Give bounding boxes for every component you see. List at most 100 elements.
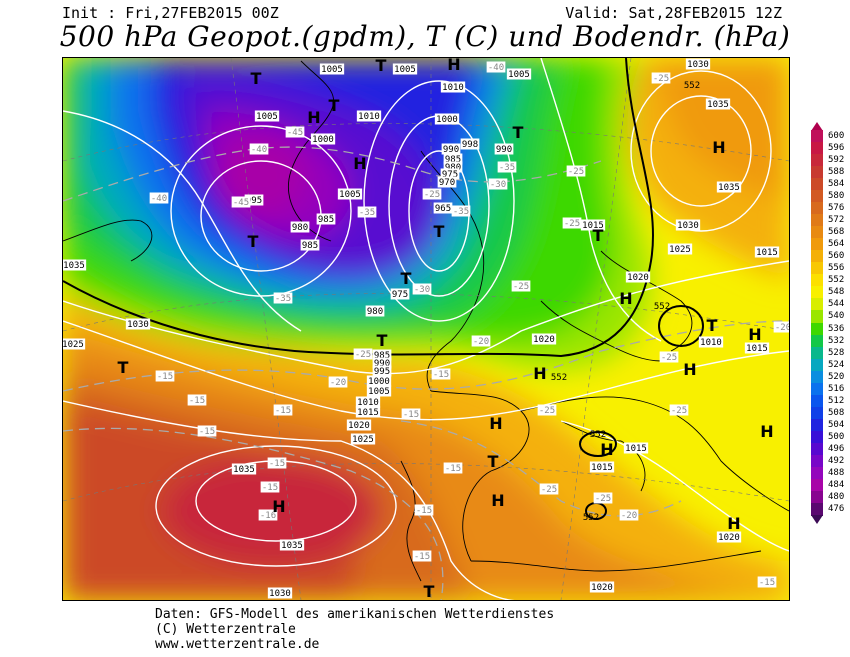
temperature-label: -15: [414, 552, 430, 562]
colorbar-segment: [811, 178, 823, 191]
temperature-label: -30: [414, 285, 430, 295]
temperature-label: -20: [775, 323, 789, 333]
pressure-label: 1015: [756, 248, 778, 258]
temperature-label: -20: [473, 337, 489, 347]
temperature-label-box: [328, 376, 348, 388]
pressure-label: 1020: [718, 533, 740, 543]
pressure-label: 1015: [625, 444, 647, 454]
pressure-label: 1030: [677, 221, 699, 231]
high-pressure-marker: H: [307, 108, 320, 127]
colorbar-segment: [811, 154, 823, 167]
temperature-label-box: [155, 370, 175, 382]
colorbar-segment: [811, 226, 823, 239]
pressure-label-box: [355, 396, 381, 408]
colorbar-label: 560: [828, 251, 845, 262]
colorbar-segment: [811, 454, 823, 468]
pressure-label-box: [440, 81, 466, 93]
pressure-label: 1005: [339, 190, 361, 200]
pressure-label: 990: [374, 359, 390, 369]
gpdm-label: 552: [654, 302, 670, 312]
pressure-label: 1005: [256, 112, 278, 122]
colorbar-label: 580: [828, 191, 845, 202]
pressure-label: 980: [445, 163, 461, 173]
temperature-label: -15: [416, 506, 432, 516]
temperature-label-box: [412, 283, 432, 295]
temperature-label: -15: [157, 372, 173, 382]
pressure-label: 995: [246, 196, 262, 206]
colorbar-label: 532: [828, 335, 845, 346]
temperature-label: -15: [403, 410, 419, 420]
temperature-label: -25: [568, 167, 584, 177]
high-pressure-marker: H: [600, 440, 613, 459]
temperature-label: -35: [275, 294, 291, 304]
high-pressure-marker: H: [447, 58, 460, 74]
pressure-label: 1035: [718, 183, 740, 193]
footer-source: Daten: GFS-Modell des amerikanischen Wet…: [155, 607, 555, 622]
pressure-label-box: [667, 243, 693, 255]
temperature-label: -40: [251, 145, 267, 155]
gpdm-label: 552: [583, 513, 599, 523]
pressure-label-box: [437, 176, 457, 188]
high-pressure-marker: H: [491, 491, 504, 510]
pressure-label-box: [125, 318, 151, 330]
pressure-label: 1010: [358, 112, 380, 122]
colorbar-label: 516: [828, 383, 845, 394]
temperature-label-box: [273, 404, 293, 416]
temperature-label: -25: [661, 353, 677, 363]
pressure-label: 1015: [582, 221, 604, 231]
temperature-label: -15: [275, 406, 291, 416]
temperature-label-box: [773, 321, 789, 333]
low-pressure-marker: T: [376, 58, 387, 75]
colorbar-segment: [811, 238, 823, 251]
pressure-label-box: [319, 63, 345, 75]
pressure-label-box: [372, 349, 392, 361]
pressure-label: 1020: [533, 335, 555, 345]
pressure-label: 980: [292, 223, 308, 233]
colorbar-label: 528: [828, 347, 845, 358]
pressure-label-box: [372, 365, 392, 377]
pressure-label: 1015: [746, 344, 768, 354]
gpdm-label: 552: [590, 430, 606, 440]
low-pressure-marker: T: [593, 226, 604, 245]
pressure-label-box: [244, 194, 264, 206]
isotherms: [63, 146, 789, 600]
temperature-label: -15: [189, 396, 205, 406]
pressure-label-box: [443, 153, 463, 165]
colorbar-label: 536: [828, 323, 845, 334]
colorbar-label: 488: [828, 467, 845, 478]
high-pressure-marker: H: [489, 414, 502, 433]
pressure-label-box: [460, 138, 480, 150]
high-pressure-marker: H: [353, 154, 366, 173]
colorbar-label: 508: [828, 407, 845, 418]
colorbar-label: 504: [828, 419, 845, 430]
temperature-label-box: [566, 165, 586, 177]
colorbar-segment: [811, 298, 823, 311]
temperature-label-box: [619, 509, 639, 521]
pressure-label-box: [63, 338, 86, 350]
pressure-label: 975: [392, 290, 408, 300]
pressure-label: 965: [435, 204, 451, 214]
colorbar-label: 556: [828, 263, 845, 274]
temperature-label-box: [451, 205, 471, 217]
temperature-label-box: [537, 404, 557, 416]
coastlines: [63, 60, 789, 582]
pressure-label-box: [290, 221, 310, 233]
temperature-label-box: [669, 404, 689, 416]
colorbar-segment: [811, 490, 823, 504]
colorbar-label: 496: [828, 443, 845, 454]
pressure-label-box: [675, 219, 701, 231]
temperature-label-box: [443, 462, 463, 474]
pressure-label-box: [316, 213, 336, 225]
footer-website[interactable]: www.wetterzentrale.de: [155, 637, 320, 652]
colorbar-segment: [811, 406, 823, 420]
low-pressure-marker: T: [329, 96, 340, 115]
valid-time: Valid: Sat,28FEB2015 12Z: [565, 4, 782, 22]
temperature-label: -15: [759, 578, 775, 588]
pressure-label: 990: [496, 145, 512, 155]
weather-map[interactable]: 1005 1005 1005 1010 1030 1035 1005 1010 1000 1000…: [62, 57, 790, 601]
colorbar-segment: [811, 190, 823, 203]
pressure-label-box: [337, 188, 363, 200]
pressure-label: 985: [374, 351, 390, 361]
temperature-label-box: [187, 394, 207, 406]
colorbar-label: 592: [828, 155, 845, 166]
